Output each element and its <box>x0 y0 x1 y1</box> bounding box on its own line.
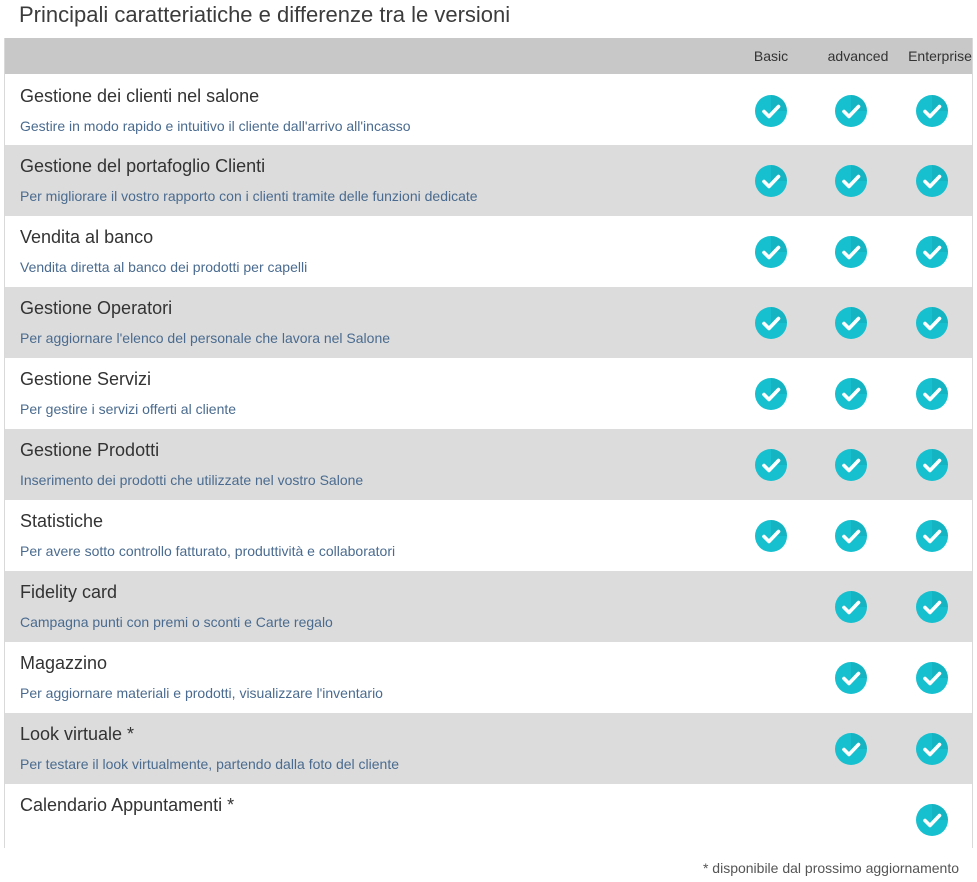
table-row: Calendario Appuntamenti * <box>5 784 972 855</box>
check-icon <box>835 236 867 268</box>
check-icon <box>835 307 867 339</box>
feature-title: Gestione Operatori <box>20 298 173 318</box>
check-icon <box>835 662 867 694</box>
feature-description: Inserimento dei prodotti che utilizzate … <box>20 472 364 488</box>
check-icon <box>916 449 948 481</box>
table-row: Gestione del portafoglio Clienti Per migl… <box>5 145 972 216</box>
feature-description: Per aggiornare materiali e prodotti, vis… <box>20 685 383 701</box>
feature-description: Per migliorare il vostro rapporto con i … <box>20 188 478 204</box>
check-icon <box>916 804 948 836</box>
column-header-advanced: advanced <box>827 48 889 64</box>
check-icon <box>916 378 948 410</box>
check-icon <box>835 165 867 197</box>
check-icon <box>835 449 867 481</box>
column-header-enterprise: Enterprise <box>908 48 972 64</box>
feature-description: Gestire in modo rapido e intuitivo il cl… <box>20 118 411 134</box>
page-title: Principali caratteriatiche e differenze … <box>19 2 511 27</box>
check-icon <box>755 449 787 481</box>
feature-description: Per testare il look virtualmente, parten… <box>20 756 399 772</box>
table-row: Gestione dei clienti nel salone Gestire i… <box>5 75 972 146</box>
check-icon <box>835 520 867 552</box>
check-icon <box>755 520 787 552</box>
check-icon <box>755 236 787 268</box>
feature-title: Statistiche <box>20 511 104 531</box>
check-icon <box>916 591 948 623</box>
column-header-basic: Basic <box>753 48 789 64</box>
check-icon <box>755 95 787 127</box>
check-icon <box>755 307 787 339</box>
table-row: Magazzino Per aggiornare materiali e prod… <box>5 642 972 713</box>
check-icon <box>916 95 948 127</box>
check-icon <box>916 236 948 268</box>
table-row: Vendita al banco Vendita diretta al banco… <box>5 216 972 287</box>
table-row: Gestione Operatori Per aggiornare l'elenc… <box>5 287 972 358</box>
check-icon <box>835 733 867 765</box>
feature-title: Gestione Prodotti <box>20 440 160 460</box>
check-icon <box>916 520 948 552</box>
check-icon <box>755 378 787 410</box>
table-row: Look virtuale * Per testare il look virtu… <box>5 713 972 784</box>
feature-title: Gestione Servizi <box>20 369 152 389</box>
feature-title: Vendita al banco <box>20 227 154 247</box>
table-row: Fidelity card Campagna punti con premi o … <box>5 571 972 642</box>
feature-title: Calendario Appuntamenti * <box>20 795 235 815</box>
feature-description: Campagna punti con premi o sconti e Cart… <box>20 614 333 630</box>
table-row: Statistiche Per avere sotto controllo fat… <box>5 500 972 571</box>
check-icon <box>916 165 948 197</box>
check-icon <box>835 591 867 623</box>
feature-title: Fidelity card <box>20 582 118 602</box>
feature-description: Per aggiornare l'elenco del personale ch… <box>20 330 391 346</box>
feature-title: Gestione del portafoglio Clienti <box>20 156 266 176</box>
feature-title: Look virtuale * <box>20 724 135 744</box>
check-icon <box>755 165 787 197</box>
table-header: Basic advanced Enterprise <box>5 38 972 74</box>
feature-title: Magazzino <box>20 653 108 673</box>
check-icon <box>916 307 948 339</box>
feature-description: Per avere sotto controllo fatturato, pro… <box>20 543 396 559</box>
features-comparison-table: Basic advanced Enterprise Gestione dei c… <box>4 38 973 855</box>
footnote: * disponibile dal prossimo aggiornamento <box>702 860 959 876</box>
check-icon <box>916 733 948 765</box>
feature-description: Vendita diretta al banco dei prodotti pe… <box>20 259 308 275</box>
feature-title: Gestione dei clienti nel salone <box>20 86 260 106</box>
check-icon <box>835 95 867 127</box>
check-icon <box>835 378 867 410</box>
check-icon <box>916 662 948 694</box>
table-row: Gestione Servizi Per gestire i servizi of… <box>5 358 972 429</box>
feature-description: Per gestire i servizi offerti al cliente <box>20 401 237 417</box>
table-row: Gestione Prodotti Inserimento dei prodott… <box>5 429 972 500</box>
